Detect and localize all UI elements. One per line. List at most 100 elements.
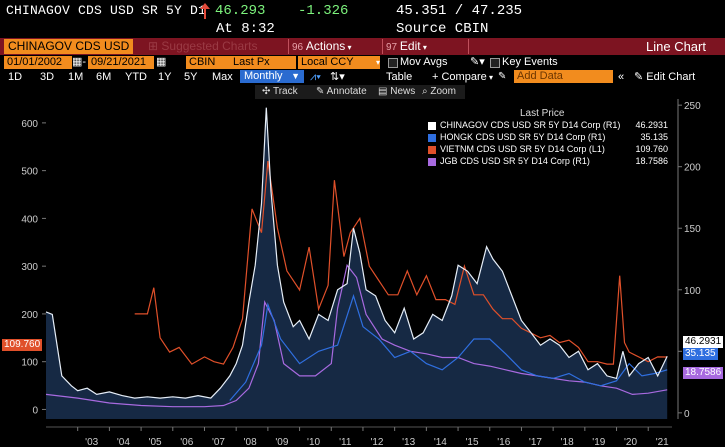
- calendar-icon[interactable]: ▦-: [72, 56, 87, 68]
- compare-button[interactable]: + Compare ▾: [432, 70, 493, 85]
- legend-value-chinagov: 46.2931: [635, 120, 668, 130]
- edit-menu-button[interactable]: 97 Edit ▾: [386, 39, 427, 55]
- x-tick-label: '18: [561, 437, 574, 447]
- x-tick-label: '20: [624, 437, 637, 447]
- edit-chart-label: Edit Chart: [646, 71, 696, 83]
- right-tick-label: 200: [684, 163, 701, 174]
- period-max[interactable]: Max: [212, 71, 233, 83]
- left-tick-label: 300: [21, 262, 38, 273]
- frequency-label: Monthly: [244, 70, 283, 82]
- line-chart[interactable]: 0100200300400500600050100150200250'03'04…: [0, 99, 725, 447]
- x-tick-label: '12: [370, 437, 383, 447]
- line-chart-icon[interactable]: ⩘▾: [310, 71, 321, 83]
- x-tick-label: '10: [307, 437, 320, 447]
- pencil-icon: ✎: [634, 71, 647, 83]
- mov-avgs-checkbox[interactable]: [388, 58, 398, 68]
- track-label: Track: [272, 86, 298, 97]
- chevron-down-icon: ▾: [345, 43, 352, 52]
- series-hongk: [229, 293, 668, 401]
- zoom-icon: ⌕: [422, 86, 431, 97]
- chevron-down-icon: ▾: [420, 43, 427, 52]
- legend-value-hongk: 35.135: [640, 132, 668, 142]
- x-tick-label: '19: [592, 437, 605, 447]
- security-name-field[interactable]: CHINAGOV CDS USD: [4, 39, 134, 54]
- period-1m[interactable]: 1M: [68, 71, 84, 83]
- legend-label-chinagov: CHINAGOV CDS USD SR 5Y D14 Corp (R1): [440, 120, 621, 130]
- edit-label: Edit: [399, 39, 421, 53]
- compare-label: + Compare: [432, 71, 487, 83]
- legend-swatch-jgb: [428, 158, 436, 166]
- news-icon: ▤: [378, 86, 391, 97]
- last-price: 46.293: [215, 3, 266, 19]
- x-tick-label: '03: [85, 437, 98, 447]
- track-button[interactable]: ✣ Track: [262, 85, 298, 99]
- quote-source: Source CBIN: [396, 21, 489, 37]
- actions-icon: 96: [292, 42, 306, 53]
- field-select[interactable]: Last Px: [230, 56, 296, 69]
- x-tick-label: '13: [402, 437, 415, 447]
- x-tick-label: '21: [656, 437, 669, 447]
- indicator-icon[interactable]: ⇅▾: [330, 71, 345, 83]
- edit-icon: 97: [386, 42, 400, 53]
- chart-type-label: Line Chart: [646, 39, 706, 54]
- suggested-charts-button[interactable]: ⊞ Suggested Charts: [148, 39, 257, 54]
- chart-tools-bar: [255, 85, 465, 99]
- news-label: News: [390, 86, 416, 97]
- chevron-down-icon: ▼: [291, 71, 300, 81]
- left-tick-label: 0: [32, 405, 38, 416]
- add-data-input[interactable]: Add Data: [514, 70, 613, 83]
- news-button[interactable]: ▤ News: [378, 85, 415, 99]
- key-events-checkbox[interactable]: [490, 58, 500, 68]
- crosshair-icon: ✣: [262, 86, 273, 97]
- price-tag-jgb: 18.7586: [683, 367, 724, 379]
- legend-label-jgb: JGB CDS USD SR 5Y D14 Corp (R1): [440, 156, 590, 166]
- annotate-label: Annotate: [326, 86, 367, 97]
- series-vietnam: [134, 161, 668, 365]
- calendar-icon[interactable]: ▦: [156, 56, 167, 68]
- pencil-icon[interactable]: ✎: [498, 71, 507, 82]
- end-date-input[interactable]: 09/21/2021: [88, 56, 154, 69]
- right-tick-label: 250: [684, 101, 701, 112]
- legend-label-hongk: HONGK CDS USD SR 5Y D14 Corp (R1): [440, 132, 606, 142]
- right-tick-label: 0: [684, 409, 690, 420]
- start-date-input[interactable]: 01/01/2002: [4, 56, 72, 69]
- actions-label: Actions: [305, 39, 346, 53]
- period-ytd[interactable]: YTD: [125, 71, 147, 83]
- legend-title: Last Price: [520, 108, 565, 119]
- period-1d[interactable]: 1D: [8, 71, 23, 83]
- menu-divider: [468, 39, 469, 54]
- quote-time: At 8:32: [216, 21, 275, 37]
- legend-swatch-chinagov: [428, 122, 436, 130]
- legend-value-vietnam: 109.760: [635, 144, 668, 154]
- frequency-select[interactable]: Monthly ▼: [240, 70, 304, 83]
- price-change: -1.326: [298, 3, 349, 19]
- period-6m[interactable]: 6M: [96, 71, 112, 83]
- chevron-down-icon[interactable]: ▾: [376, 58, 381, 67]
- x-tick-label: '08: [244, 437, 257, 447]
- actions-menu-button[interactable]: 96 Actions ▾: [292, 39, 352, 55]
- legend-label-vietnam: VIETNM CDS USD SR 5Y D14 Corp (L1): [440, 144, 605, 154]
- pricing-source-input[interactable]: CBIN: [186, 56, 230, 69]
- key-events-label: Key Events: [502, 56, 558, 68]
- left-tick-label: 400: [21, 214, 38, 225]
- annotate-button[interactable]: ✎ Annotate: [316, 85, 367, 99]
- right-tick-label: 100: [684, 286, 701, 297]
- period-5y[interactable]: 5Y: [184, 71, 198, 83]
- collapse-icon[interactable]: «: [618, 71, 625, 83]
- zoom-button[interactable]: ⌕ Zoom: [422, 85, 456, 99]
- pencil-icon[interactable]: ✎▾: [470, 56, 485, 68]
- period-1y[interactable]: 1Y: [158, 71, 172, 83]
- security-ticker: CHINAGOV CDS USD SR 5Y D1: [6, 3, 207, 18]
- period-3d[interactable]: 3D: [40, 71, 55, 83]
- x-tick-label: '11: [339, 437, 352, 447]
- series-chinagov: [45, 107, 668, 399]
- series-jgb: [45, 263, 668, 408]
- currency-select[interactable]: Local CCY: [298, 56, 380, 69]
- x-tick-label: '05: [149, 437, 162, 447]
- edit-chart-button[interactable]: ✎ Edit Chart: [634, 70, 695, 84]
- table-button[interactable]: Table: [386, 71, 413, 83]
- menu-bar: [0, 38, 725, 55]
- pencil-icon: ✎: [316, 86, 327, 97]
- menu-divider: [382, 39, 383, 54]
- area-chinagov: [46, 107, 668, 419]
